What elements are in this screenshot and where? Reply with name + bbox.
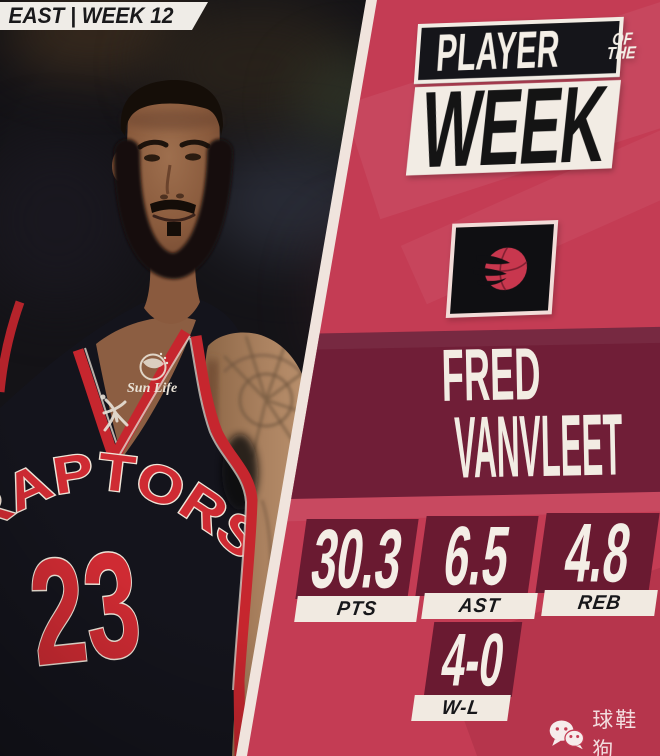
stat-tile-reb: 4.8	[535, 506, 660, 600]
hair	[120, 79, 224, 136]
raptors-claw-icon	[472, 247, 528, 291]
lockup-week-word: WEEK	[416, 63, 611, 191]
player-last-name: VANVLEET	[453, 396, 624, 498]
lockup-week-box: WEEK	[405, 63, 621, 191]
stat-value-pts: 30.3	[306, 512, 408, 606]
stat-label-reb: REB	[541, 590, 658, 616]
jersey	[0, 298, 253, 756]
watermark-text: 球鞋狗	[592, 709, 639, 756]
stat-label-wl: W-L	[411, 695, 511, 721]
stat-tile-wl: 4-0	[423, 618, 523, 701]
svg-text:Sun Life: Sun Life	[127, 381, 177, 396]
sunlife-patch: Sun Life	[127, 352, 177, 396]
armhole-trim	[190, 335, 258, 756]
watermark: 球鞋狗	[548, 704, 660, 756]
stat-label-ast: AST	[421, 593, 538, 619]
stat-tile-ast: 6.5	[415, 509, 539, 603]
east-week-badge: EAST | WEEK 12	[0, 2, 208, 30]
player-name: FRED VANVLEET	[336, 327, 644, 497]
jumpman-icon	[100, 394, 129, 432]
player-of-the-week-lockup: PLAYER OF THE WEEK	[405, 16, 636, 191]
stat-value-ast: 6.5	[438, 509, 516, 603]
stat-value-wl: 4-0	[436, 617, 510, 702]
stat-value-reb: 4.8	[559, 506, 636, 600]
raptors-logo-chip	[445, 220, 559, 318]
stat-tile-pts: 30.3	[295, 512, 419, 606]
wechat-icon	[549, 720, 585, 750]
player-illustration: RAPTORS 23 Sun Life	[0, 79, 324, 756]
beard	[114, 139, 233, 279]
jersey-number: 23	[22, 519, 147, 697]
east-week-badge-text: EAST | WEEK 12	[8, 2, 174, 29]
stat-label-pts: PTS	[294, 596, 420, 622]
player-head	[112, 79, 233, 324]
lockup-of-the: OF THE	[605, 29, 637, 64]
